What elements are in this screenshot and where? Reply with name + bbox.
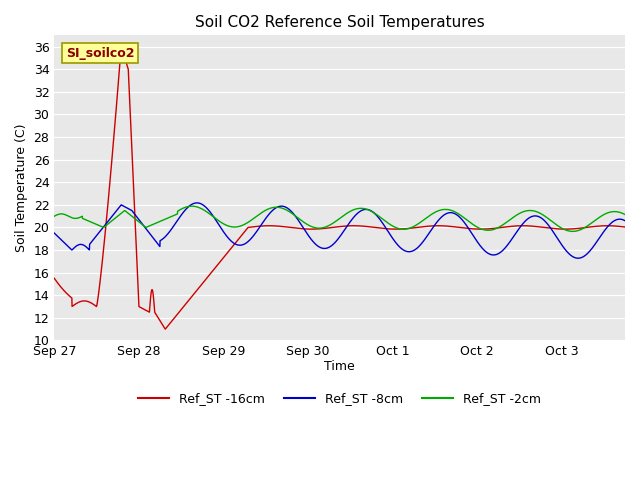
Ref_ST -2cm: [118, 210, 125, 216]
X-axis label: Time: Time: [324, 360, 355, 372]
Ref_ST -16cm: [118, 46, 126, 52]
Ref_ST -16cm: [567, 226, 575, 232]
Ref_ST -8cm: [278, 203, 285, 209]
Ref_ST -2cm: [51, 213, 58, 219]
Legend: Ref_ST -16cm, Ref_ST -8cm, Ref_ST -2cm: Ref_ST -16cm, Ref_ST -8cm, Ref_ST -2cm: [133, 387, 547, 410]
Line: Ref_ST -8cm: Ref_ST -8cm: [54, 203, 640, 258]
Text: SI_soilco2: SI_soilco2: [66, 47, 134, 60]
Ref_ST -8cm: [631, 228, 639, 234]
Ref_ST -2cm: [631, 218, 639, 224]
Ref_ST -16cm: [153, 313, 161, 319]
Ref_ST -16cm: [303, 226, 311, 232]
Ref_ST -2cm: [569, 228, 577, 234]
Line: Ref_ST -2cm: Ref_ST -2cm: [54, 206, 640, 231]
Y-axis label: Soil Temperature (C): Soil Temperature (C): [15, 124, 28, 252]
Ref_ST -16cm: [161, 326, 169, 332]
Ref_ST -16cm: [117, 44, 125, 50]
Ref_ST -8cm: [118, 202, 125, 208]
Title: Soil CO2 Reference Soil Temperatures: Soil CO2 Reference Soil Temperatures: [195, 15, 484, 30]
Ref_ST -8cm: [567, 252, 575, 258]
Ref_ST -2cm: [303, 221, 311, 227]
Ref_ST -2cm: [188, 203, 196, 209]
Ref_ST -16cm: [631, 225, 639, 231]
Ref_ST -2cm: [567, 228, 575, 234]
Ref_ST -8cm: [193, 200, 201, 206]
Ref_ST -2cm: [278, 205, 285, 211]
Ref_ST -2cm: [153, 220, 161, 226]
Ref_ST -8cm: [574, 255, 582, 261]
Line: Ref_ST -16cm: Ref_ST -16cm: [54, 47, 640, 329]
Ref_ST -16cm: [51, 276, 58, 281]
Ref_ST -16cm: [278, 224, 285, 229]
Ref_ST -8cm: [153, 240, 161, 246]
Ref_ST -8cm: [51, 230, 58, 236]
Ref_ST -8cm: [303, 231, 311, 237]
